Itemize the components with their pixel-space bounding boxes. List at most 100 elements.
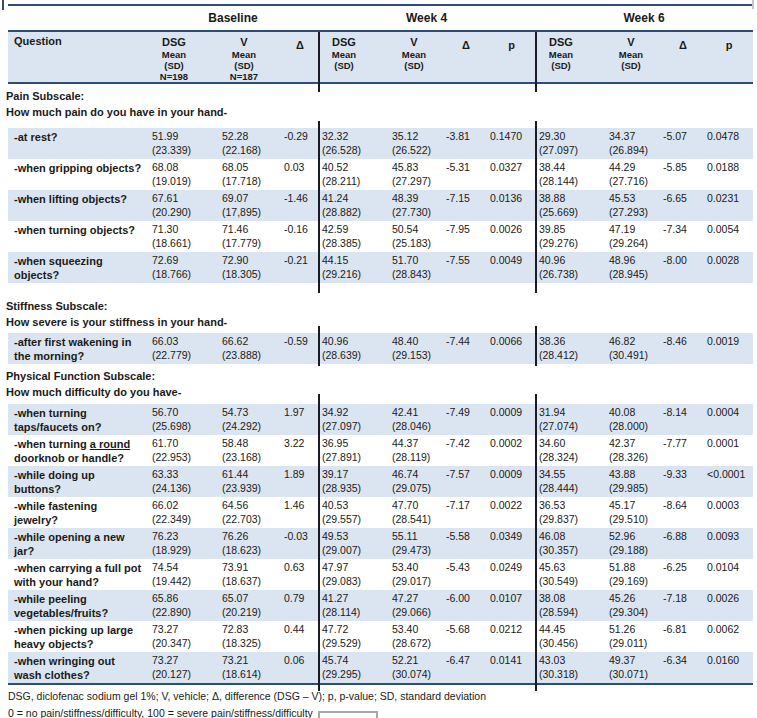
cell-week6-delta: -5.85 (661, 159, 705, 190)
mean-value: 44.37 (392, 437, 444, 451)
mean-value: 51.99 (152, 130, 218, 144)
sd-value: (26.738) (539, 268, 605, 282)
sd-value: (28.541) (392, 513, 444, 527)
cell-baseline-dsg: 76.23(18.929) (148, 528, 218, 559)
sd-value: (27.074) (539, 420, 605, 434)
header-week6-v: VMean(SD) (605, 32, 661, 84)
mean-value: 42.41 (392, 406, 444, 420)
cell-week4-dsg: 40.53(29.557) (318, 497, 388, 528)
cell-baseline-dsg: 66.02(22.349) (148, 497, 218, 528)
cell-baseline-v: 73.21(18.614) (218, 652, 282, 683)
header-label: (SD) (539, 60, 583, 71)
sd-value: (29.169) (609, 575, 661, 589)
section-head: Physical Function Subscale:How much diff… (0, 364, 757, 404)
sd-value: (23.339) (152, 144, 218, 158)
mean-value: 48.39 (392, 192, 444, 206)
sd-value: (30.491) (609, 349, 661, 363)
cell-baseline-v: 72.83(18.325) (218, 621, 282, 652)
sd-value: (28.046) (392, 420, 444, 434)
table-row: -while doing up buttons?63.33(24.136)61.… (8, 466, 753, 497)
sd-value: (18.305) (222, 268, 282, 282)
table-row: -when turning taps/faucets on?56.70(25.6… (8, 404, 753, 435)
table-row: -when lifting objects?67.61(20.290)69.07… (8, 190, 753, 221)
mean-value: 48.96 (609, 254, 661, 268)
sd-value: (17.779) (222, 237, 282, 251)
sd-value: (29.075) (392, 482, 444, 496)
mean-value: 41.27 (322, 592, 388, 606)
mean-value: 49.53 (322, 530, 388, 544)
separator-week4-week6-stiffness (535, 326, 537, 366)
sd-value: (18.614) (222, 668, 282, 682)
mean-value: 53.40 (392, 623, 444, 637)
cell-baseline-v: 69.07(17,895) (218, 190, 282, 221)
sd-value: (27.716) (609, 175, 661, 189)
sd-value: (30.549) (539, 575, 605, 589)
question-cell: -while fastening jewelry? (8, 497, 148, 528)
cell-baseline-dsg: 68.08(19.019) (148, 159, 218, 190)
mean-value: 45.63 (539, 561, 605, 575)
mean-value: 38.08 (539, 592, 605, 606)
section-title: Stiffness Subscale: (6, 298, 757, 314)
header-question: Question (8, 32, 148, 84)
sd-value: (29.985) (609, 482, 661, 496)
table-row: -when turning objects?71.30(18.661)71.46… (8, 221, 753, 252)
question-cell: -when turning taps/faucets on? (8, 404, 148, 435)
sd-value: (28.412) (539, 349, 605, 363)
cell-week4-p: 0.0026 (488, 221, 535, 252)
cell-week4-dsg: 34.92(27.097) (318, 404, 388, 435)
mean-value: 63.33 (152, 468, 218, 482)
mean-value: 73.27 (152, 623, 218, 637)
cell-week4-dsg: 49.53(29.007) (318, 528, 388, 559)
cell-week6-p: 0.0003 (705, 497, 753, 528)
cell-week6-v: 51.26(29.011) (605, 621, 661, 652)
header-label: p (726, 38, 733, 52)
mean-value: 68.05 (222, 161, 282, 175)
mean-value: 36.95 (322, 437, 388, 451)
cell-baseline-delta: 1.89 (282, 466, 318, 497)
mean-value: 48.40 (392, 335, 444, 349)
mean-value: 40.96 (539, 254, 605, 268)
cell-week4-dsg: 39.17(28.935) (318, 466, 388, 497)
sd-value: (29.529) (322, 637, 388, 651)
sd-value: (28.594) (539, 606, 605, 620)
cell-week6-v: 49.37(30.071) (605, 652, 661, 683)
sd-value: (29.011) (609, 637, 661, 651)
sd-value: (30.071) (609, 668, 661, 682)
mean-value: 68.08 (152, 161, 218, 175)
cell-baseline-delta: -0.03 (282, 528, 318, 559)
mean-value: 47.97 (322, 561, 388, 575)
mean-value: 45.83 (392, 161, 444, 175)
cell-baseline-v: 71.46(17.779) (218, 221, 282, 252)
mean-value: 32.32 (322, 130, 388, 144)
cell-baseline-delta: -0.16 (282, 221, 318, 252)
cell-week4-dsg: 40.52(28.211) (318, 159, 388, 190)
mean-value: 73.27 (152, 654, 218, 668)
mean-value: 52.21 (392, 654, 444, 668)
cell-week6-p: 0.0104 (705, 559, 753, 590)
sd-value: (27.730) (392, 206, 444, 220)
mean-value: 54.73 (222, 406, 282, 420)
mean-value: 42.37 (609, 437, 661, 451)
cell-week6-dsg: 44.45(30.456) (535, 621, 605, 652)
cell-week4-p: 0.0141 (488, 652, 535, 683)
sd-value: (28.326) (609, 451, 661, 465)
spanner-week4: Week 4 (318, 11, 535, 25)
cell-baseline-dsg: 66.03(22.779) (148, 333, 218, 364)
mean-value: 51.88 (609, 561, 661, 575)
cell-baseline-delta: -0.21 (282, 252, 318, 283)
mean-value: 65.86 (152, 592, 218, 606)
cell-baseline-dsg: 74.54(19.442) (148, 559, 218, 590)
question-cell: -while opening a new jar? (8, 528, 148, 559)
cursor-artifact (2, 0, 4, 10)
cell-week6-p: 0.0028 (705, 252, 753, 283)
cell-week6-delta: -6.65 (661, 190, 705, 221)
cell-week4-dsg: 41.27(28.114) (318, 590, 388, 621)
cell-week6-delta: -5.07 (661, 128, 705, 159)
separator-week4-week6-header (535, 32, 537, 92)
cell-week6-p: 0.0001 (705, 435, 753, 466)
separator-week4-week6-pain (535, 121, 537, 293)
cell-week4-v: 50.54(25.183) (388, 221, 444, 252)
mean-value: 35.12 (392, 130, 444, 144)
section-subtitle: How much difficulty do you have- (6, 384, 757, 400)
question-cell: -when carrying a full pot with your hand… (8, 559, 148, 590)
